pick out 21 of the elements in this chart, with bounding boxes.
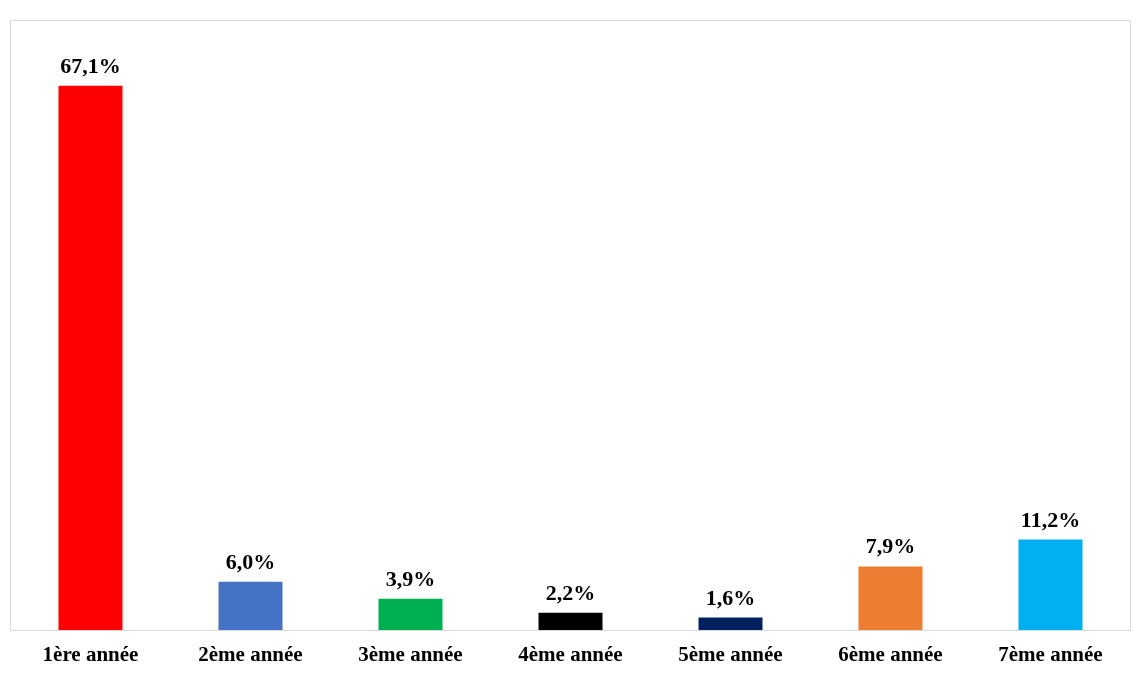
data-label: 3,9% [385,565,436,591]
data-label: 67,1% [60,52,121,78]
data-label: 7,9% [865,533,916,559]
x-tick-label: 7ème année [998,641,1103,666]
bar [58,85,123,631]
bar [698,617,763,631]
x-tick-label: 5ème année [678,641,783,666]
data-label: 1,6% [705,584,756,610]
bar [858,566,923,631]
bar [538,612,603,631]
bar [378,598,443,631]
data-label: 2,2% [545,579,596,605]
bar [1018,539,1083,631]
x-tick-label: 6ème année [838,641,943,666]
x-tick-label: 1ère année [42,641,139,666]
x-tick-label: 4ème année [518,641,623,666]
data-label: 11,2% [1020,506,1081,532]
x-tick-label: 2ème année [198,641,303,666]
data-label: 6,0% [225,548,276,574]
bar [218,581,283,631]
x-tick-label: 3ème année [358,641,463,666]
